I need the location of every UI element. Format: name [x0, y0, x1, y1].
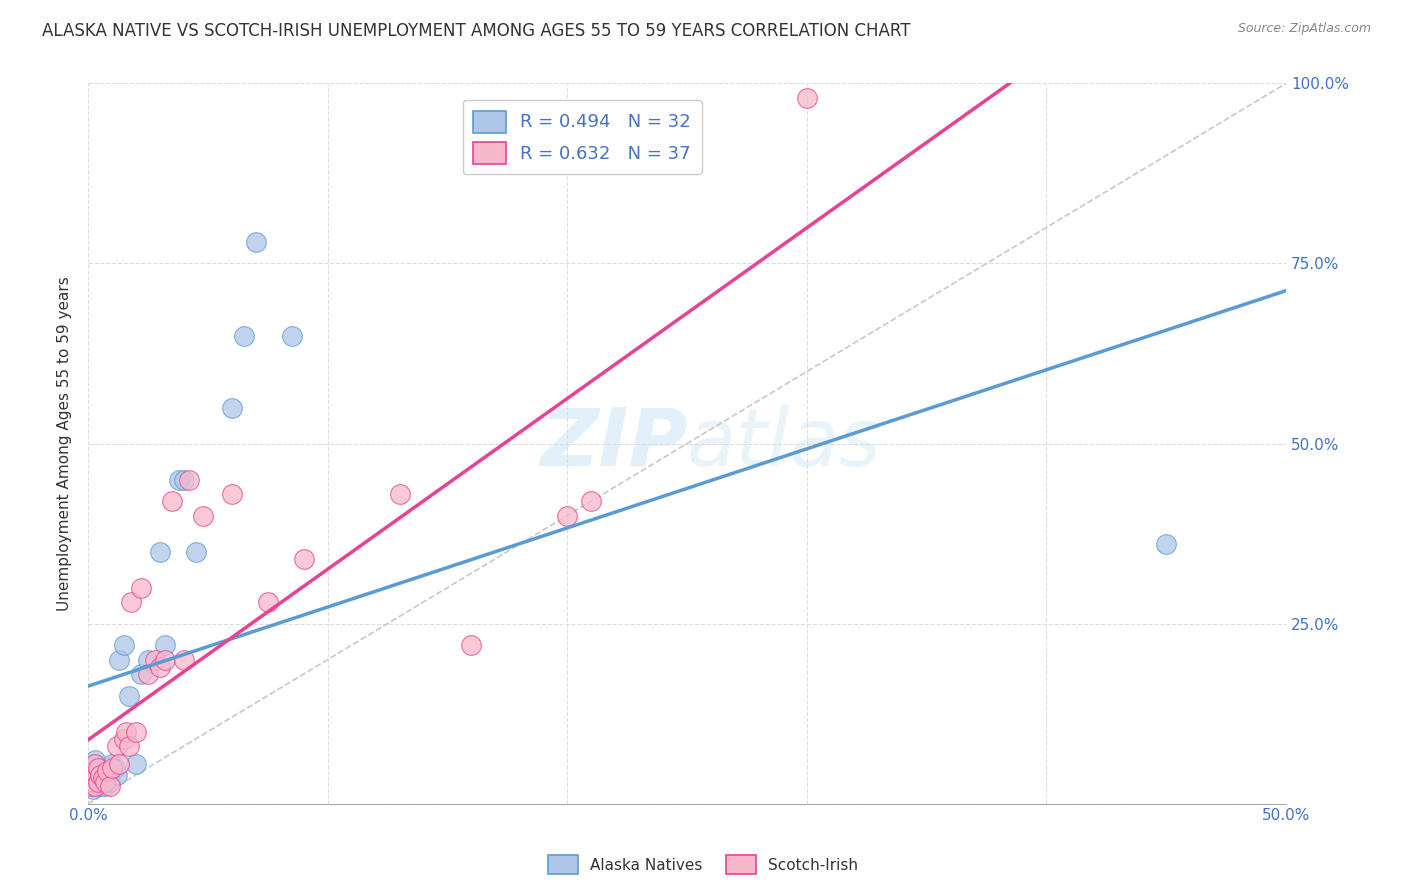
Point [82, 782, 104, 797]
Point [184, 544, 207, 558]
Point [84, 779, 107, 793]
Point [89, 764, 111, 779]
Point [388, 487, 411, 501]
Point [98, 779, 121, 793]
Point [149, 660, 172, 674]
Point [555, 508, 578, 523]
Point [129, 667, 152, 681]
Point [89, 779, 111, 793]
Point [221, 401, 243, 415]
Point [87, 772, 110, 786]
Point [79, 775, 101, 789]
Point [281, 328, 304, 343]
Point [167, 473, 190, 487]
Point [125, 757, 148, 772]
Point [153, 652, 176, 666]
Point [101, 761, 124, 775]
Point [173, 473, 195, 487]
Point [101, 757, 124, 772]
Point [125, 724, 148, 739]
Point [118, 739, 141, 753]
Point [118, 689, 141, 703]
Point [221, 487, 243, 501]
Point [94, 779, 117, 793]
Point [108, 652, 131, 666]
Text: atlas: atlas [688, 405, 882, 483]
Text: Source: ZipAtlas.com: Source: ZipAtlas.com [1237, 22, 1371, 36]
Point [292, 551, 315, 566]
Point [87, 761, 110, 775]
Point [112, 638, 135, 652]
Point [87, 761, 110, 775]
Point [143, 652, 166, 666]
Point [177, 473, 200, 487]
Point [153, 638, 176, 652]
Point [91, 772, 114, 786]
Point [120, 595, 142, 609]
Point [796, 91, 818, 105]
Point [105, 739, 128, 753]
Point [108, 757, 131, 772]
Text: ZIP: ZIP [540, 405, 688, 483]
Point [136, 667, 159, 681]
Point [173, 652, 195, 666]
Point [115, 724, 138, 739]
Point [96, 768, 118, 782]
Point [89, 768, 111, 782]
Y-axis label: Unemployment Among Ages 55 to 59 years: Unemployment Among Ages 55 to 59 years [58, 277, 72, 611]
Point [105, 768, 128, 782]
Point [1154, 537, 1177, 551]
Point [94, 775, 117, 789]
Point [232, 328, 254, 343]
Point [191, 508, 214, 523]
Legend: Alaska Natives, Scotch-Irish: Alaska Natives, Scotch-Irish [541, 849, 865, 880]
Point [256, 595, 278, 609]
Point [84, 768, 107, 782]
Point [98, 775, 121, 789]
Point [581, 494, 603, 508]
Point [129, 581, 152, 595]
Point [103, 761, 125, 775]
Point [96, 764, 118, 779]
Point [136, 652, 159, 666]
Point [160, 494, 183, 508]
Point [82, 757, 104, 772]
Point [79, 779, 101, 793]
Point [84, 753, 107, 767]
Point [112, 731, 135, 746]
Point [245, 235, 267, 249]
Point [460, 638, 482, 652]
Point [87, 775, 110, 789]
Point [149, 544, 172, 558]
Point [84, 757, 107, 772]
Point [82, 764, 104, 779]
Text: ALASKA NATIVE VS SCOTCH-IRISH UNEMPLOYMENT AMONG AGES 55 TO 59 YEARS CORRELATION: ALASKA NATIVE VS SCOTCH-IRISH UNEMPLOYME… [42, 22, 911, 40]
Legend: R = 0.494   N = 32, R = 0.632   N = 37: R = 0.494 N = 32, R = 0.632 N = 37 [463, 100, 702, 175]
Point [82, 775, 104, 789]
Point [91, 772, 114, 786]
